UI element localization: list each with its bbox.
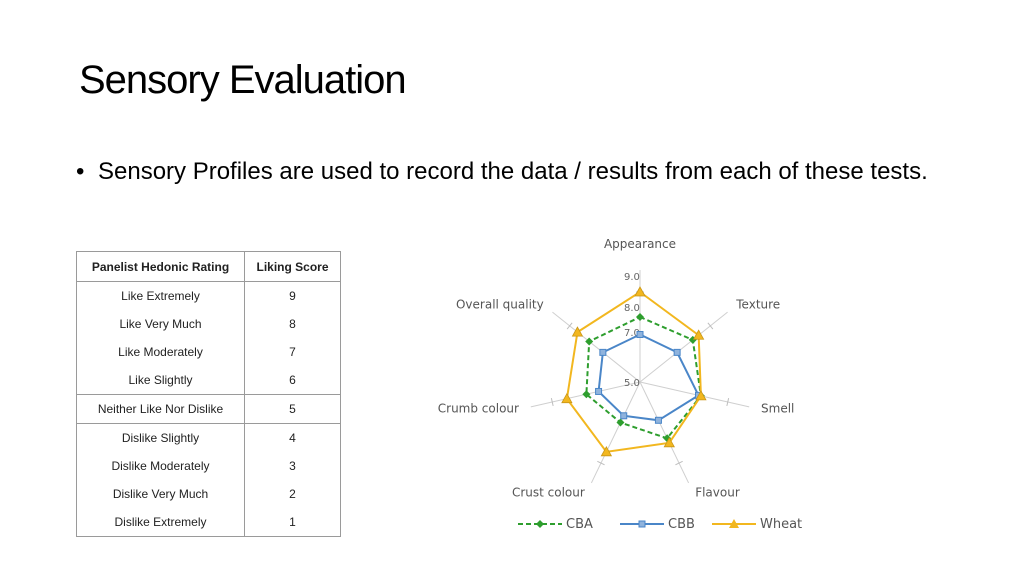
radar-point xyxy=(620,412,628,420)
radar-point xyxy=(636,331,644,338)
rating-cell: Dislike Moderately xyxy=(76,452,245,480)
slide-title: Sensory Evaluation xyxy=(79,58,407,102)
radar-tick-label: 9.0 xyxy=(624,272,640,283)
radar-axis xyxy=(639,381,690,484)
table-row: Dislike Moderately 3 xyxy=(76,452,341,480)
radar-point xyxy=(663,436,675,448)
score-cell: 9 xyxy=(244,281,341,310)
bullet-item: • Sensory Profiles are used to record th… xyxy=(76,156,936,188)
legend-marker xyxy=(729,519,739,528)
radar-axis-tick xyxy=(566,322,573,330)
radar-axis xyxy=(639,381,750,408)
legend-label: CBA xyxy=(566,517,593,532)
bullet-text: Sensory Profiles are used to record the … xyxy=(98,158,928,185)
score-cell: 3 xyxy=(244,452,341,480)
score-cell: 8 xyxy=(244,310,341,338)
rating-cell: Like Slightly xyxy=(76,366,245,395)
table-row: Neither Like Nor Dislike 5 xyxy=(76,394,341,424)
radar-point xyxy=(688,335,697,344)
radar-series-cbb xyxy=(597,333,700,422)
radar-point xyxy=(654,416,662,424)
radar-axis-tick xyxy=(597,460,605,466)
radar-axis xyxy=(639,311,728,383)
radar-point xyxy=(673,348,681,356)
legend-label: CBB xyxy=(668,517,695,532)
bullet-dot-icon: • xyxy=(76,158,85,185)
radar-point xyxy=(634,286,646,297)
score-cell: 7 xyxy=(244,338,341,366)
radar-category-label: Appearance xyxy=(604,237,676,251)
radar-series-cba xyxy=(585,315,702,440)
table-row: Like Extremely 9 xyxy=(76,281,341,310)
radar-tick-label: 8.0 xyxy=(624,303,640,314)
table-row: Like Moderately 7 xyxy=(76,338,341,366)
header-score: Liking Score xyxy=(244,251,341,282)
score-cell: 6 xyxy=(244,366,341,395)
rating-cell: Neither Like Nor Dislike xyxy=(76,394,245,424)
legend-marker xyxy=(536,520,544,528)
bullet-list: • Sensory Profiles are used to record th… xyxy=(76,156,936,188)
radar-category-label: Smell xyxy=(761,401,794,415)
rating-cell: Dislike Very Much xyxy=(76,480,245,508)
radar-point xyxy=(561,392,573,404)
radar-point xyxy=(585,337,594,346)
radar-point xyxy=(616,418,625,427)
score-cell: 4 xyxy=(244,423,341,452)
radar-category-label: Overall quality xyxy=(456,297,544,311)
radar-axis xyxy=(552,311,641,383)
radar-point xyxy=(636,313,644,321)
rating-cell: Like Extremely xyxy=(76,281,245,310)
radar-point xyxy=(692,329,705,340)
table-header-row: Panelist Hedonic Rating Liking Score xyxy=(76,251,341,282)
radar-category-label: Texture xyxy=(735,297,780,311)
radar-series-wheat xyxy=(565,290,702,453)
radar-point xyxy=(595,387,603,395)
table-row: Like Slightly 6 xyxy=(76,366,341,395)
radar-axis-tick xyxy=(726,398,730,407)
score-cell: 5 xyxy=(244,394,341,424)
radar-tick-label: 7.0 xyxy=(624,328,640,339)
table-row: Like Very Much 8 xyxy=(76,310,341,338)
radar-category-label: Crust colour xyxy=(512,485,585,499)
rating-cell: Like Very Much xyxy=(76,310,245,338)
legend-marker xyxy=(638,520,646,528)
table-row: Dislike Very Much 2 xyxy=(76,480,341,508)
radar-point xyxy=(695,390,707,401)
radar-point xyxy=(599,348,607,356)
radar-axis-tick xyxy=(550,398,554,407)
radar-point xyxy=(571,326,584,337)
table-row: Dislike Slightly 4 xyxy=(76,423,341,452)
rating-cell: Like Moderately xyxy=(76,338,245,366)
hedonic-rating-table: Panelist Hedonic Rating Liking Score Lik… xyxy=(76,251,341,537)
radar-axis-tick xyxy=(675,460,683,466)
radar-point xyxy=(600,446,613,457)
score-cell: 2 xyxy=(244,480,341,508)
radar-axis xyxy=(590,381,641,484)
legend-label: Wheat xyxy=(760,517,802,532)
header-rating: Panelist Hedonic Rating xyxy=(76,251,245,282)
radar-tick-label: 5.0 xyxy=(624,378,640,389)
score-cell: 1 xyxy=(244,508,341,537)
table-row: Dislike Extremely 1 xyxy=(76,508,341,537)
rating-cell: Dislike Extremely xyxy=(76,508,245,537)
radar-point xyxy=(582,390,591,399)
radar-axis-tick xyxy=(707,322,714,330)
radar-chart: Appearance Texture Smell Flavour Crust colou… xyxy=(438,237,802,532)
radar-category-label: Flavour xyxy=(695,485,740,499)
radar-category-label: Crumb colour xyxy=(438,401,519,415)
rating-cell: Dislike Slightly xyxy=(76,423,245,452)
